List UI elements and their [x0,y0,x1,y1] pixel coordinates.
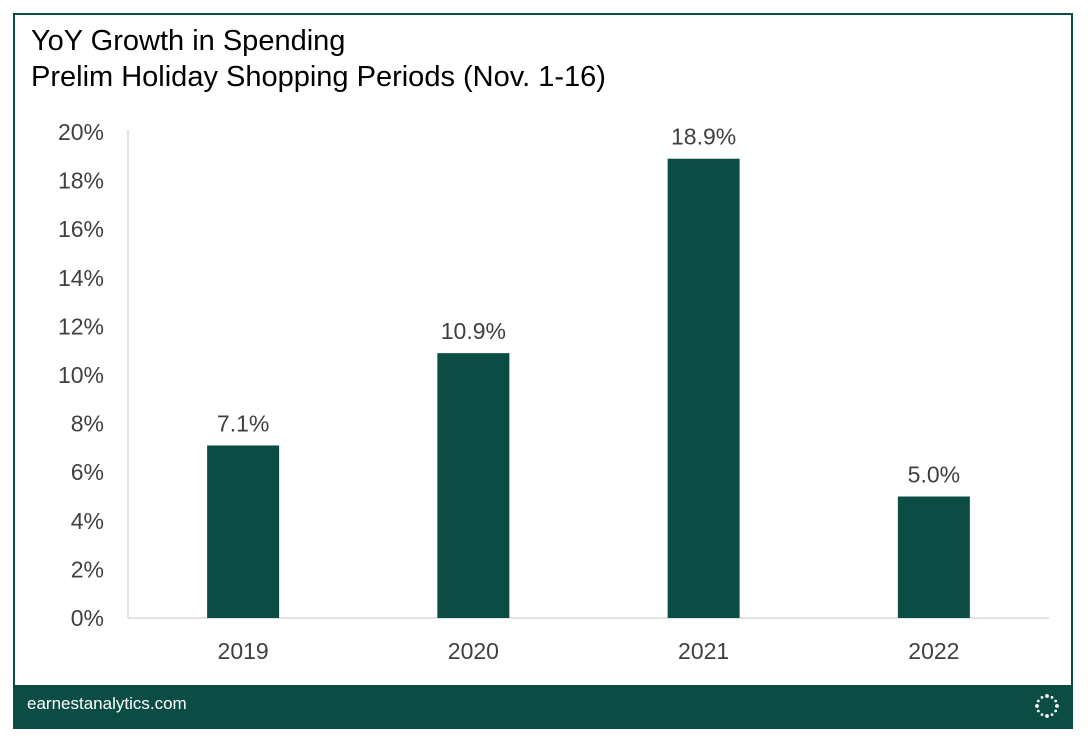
y-tick-label: 18% [58,168,104,194]
y-tick-label: 14% [58,265,104,291]
logo-dot [1045,714,1049,718]
logo-dot [1040,713,1044,717]
x-tick-label-2020: 2020 [448,638,499,664]
chart-title: YoY Growth in Spending Prelim Holiday Sh… [31,23,606,95]
earnest-dots-logo-icon [1035,694,1059,718]
logo-dot [1040,695,1044,699]
footer-site-text: earnestanalytics.com [27,694,187,713]
data-label-2020: 10.9% [441,318,506,344]
y-tick-label: 20% [58,119,104,145]
y-tick-label: 8% [71,411,104,437]
logo-dot [1054,699,1058,703]
logo-dot [1035,704,1039,708]
y-tick-label: 4% [71,508,104,534]
chart-title-line1: YoY Growth in Spending [31,25,346,57]
data-label-2022: 5.0% [908,462,960,488]
y-tick-label: 6% [71,459,104,485]
logo-dot [1036,709,1040,713]
y-tick-label: 2% [71,556,104,582]
data-label-2019: 7.1% [217,410,269,436]
footer-bar: earnestanalytics.com [15,685,1071,727]
x-tick-label-2019: 2019 [218,638,269,664]
logo-dot [1050,713,1054,717]
bar-2021 [667,158,740,619]
chart-frame: YoY Growth in Spending Prelim Holiday Sh… [13,13,1073,729]
logo-dot [1054,709,1058,713]
logo-dot [1036,699,1040,703]
bar-2020 [437,353,510,618]
chart-title-line2: Prelim Holiday Shopping Periods (Nov. 1-… [31,61,606,93]
bar-2022 [897,496,970,618]
logo-dot [1055,704,1059,708]
x-tick-label-2021: 2021 [678,638,729,664]
y-tick-label: 0% [71,605,104,631]
logo-dot [1045,694,1049,698]
logo-dot [1050,695,1054,699]
y-tick-label: 12% [58,313,104,339]
bar-chart: 0% 2% 4% 6% 8% 10% 12% 14% 16% 18% 20% 7.1% 2019 10.9… [58,119,1049,664]
data-label-2021: 18.9% [671,124,736,150]
bar-2019 [207,445,280,618]
x-tick-label-2022: 2022 [908,638,959,664]
y-tick-label: 16% [58,216,104,242]
y-tick-label: 10% [58,362,104,388]
